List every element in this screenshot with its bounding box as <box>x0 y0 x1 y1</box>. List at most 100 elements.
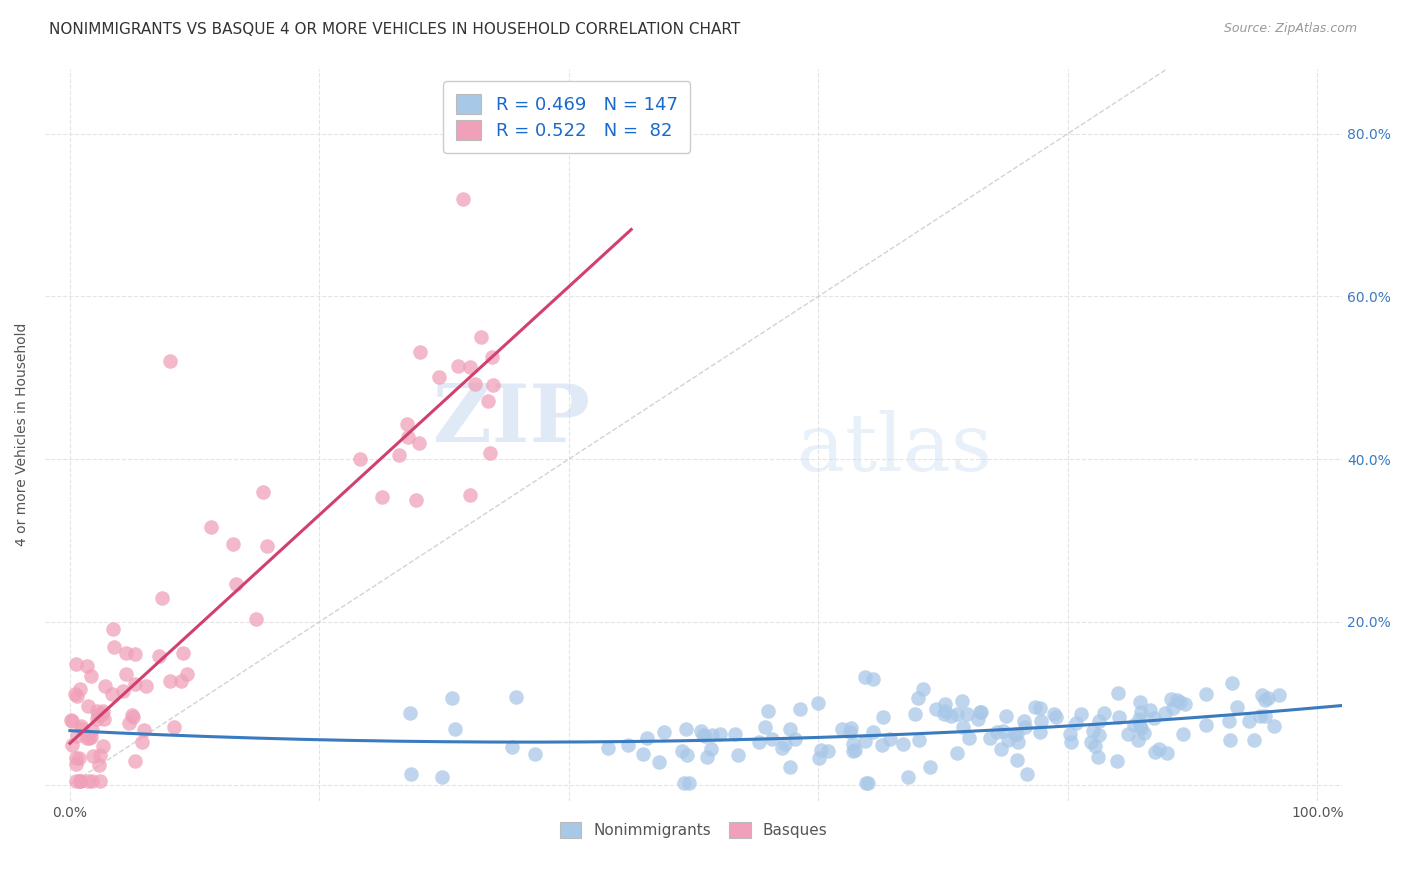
Point <box>997 733 1019 747</box>
Point <box>810 743 832 757</box>
Point <box>103 640 125 654</box>
Point <box>950 694 973 708</box>
Point <box>761 731 783 746</box>
Point <box>112 684 135 698</box>
Point <box>89 773 111 788</box>
Point <box>124 647 146 661</box>
Point <box>69 773 91 788</box>
Point <box>1005 727 1028 741</box>
Point <box>76 731 98 745</box>
Point <box>1144 745 1167 759</box>
Point <box>872 709 894 723</box>
Point <box>1084 739 1107 753</box>
Point <box>908 732 931 747</box>
Point <box>648 755 671 769</box>
Point <box>1043 707 1066 722</box>
Point <box>1066 715 1088 730</box>
Point <box>945 706 967 721</box>
Point <box>696 750 718 764</box>
Point <box>77 699 100 714</box>
Point <box>1080 735 1102 749</box>
Point <box>65 757 87 772</box>
Point <box>115 646 138 660</box>
Point <box>87 708 110 723</box>
Point <box>1031 714 1053 728</box>
Point <box>934 706 956 721</box>
Point <box>427 370 450 384</box>
Point <box>807 696 830 710</box>
Point <box>934 704 956 718</box>
Point <box>839 721 862 735</box>
Point <box>399 706 422 720</box>
Point <box>855 776 877 790</box>
Point <box>879 731 901 746</box>
Point <box>86 704 108 718</box>
Point <box>1092 706 1115 720</box>
Point <box>952 720 974 734</box>
Point <box>1017 767 1039 781</box>
Y-axis label: 4 or more Vehicles in Household: 4 or more Vehicles in Household <box>15 323 30 547</box>
Point <box>631 747 654 761</box>
Point <box>256 539 278 553</box>
Point <box>941 709 963 723</box>
Point <box>478 446 501 460</box>
Point <box>779 760 801 774</box>
Point <box>1219 732 1241 747</box>
Point <box>807 751 830 765</box>
Legend: Nonimmigrants, Basques: Nonimmigrants, Basques <box>554 816 834 845</box>
Point <box>702 728 724 742</box>
Point <box>920 759 942 773</box>
Point <box>1108 710 1130 724</box>
Point <box>87 757 110 772</box>
Point <box>1029 724 1052 739</box>
Point <box>135 680 157 694</box>
Point <box>172 646 194 660</box>
Point <box>77 731 100 745</box>
Point <box>72 723 94 737</box>
Point <box>65 773 87 788</box>
Point <box>1249 708 1271 723</box>
Point <box>409 344 432 359</box>
Point <box>969 705 991 719</box>
Point <box>853 669 876 683</box>
Point <box>114 666 136 681</box>
Point <box>65 750 87 764</box>
Point <box>1143 711 1166 725</box>
Point <box>1088 728 1111 742</box>
Point <box>897 770 920 784</box>
Point <box>862 724 884 739</box>
Point <box>1088 714 1111 728</box>
Point <box>862 672 884 686</box>
Point <box>481 351 503 365</box>
Point <box>1243 733 1265 747</box>
Point <box>124 754 146 768</box>
Point <box>470 330 492 344</box>
Point <box>636 731 658 746</box>
Point <box>727 747 749 762</box>
Point <box>477 393 499 408</box>
Point <box>1133 726 1156 740</box>
Text: NONIMMIGRANTS VS BASQUE 4 OR MORE VEHICLES IN HOUSEHOLD CORRELATION CHART: NONIMMIGRANTS VS BASQUE 4 OR MORE VEHICL… <box>49 22 741 37</box>
Point <box>405 493 427 508</box>
Point <box>159 354 181 368</box>
Point <box>245 612 267 626</box>
Point <box>124 676 146 690</box>
Point <box>121 710 143 724</box>
Point <box>501 739 523 754</box>
Point <box>1254 708 1277 723</box>
Point <box>1045 710 1067 724</box>
Point <box>754 720 776 734</box>
Point <box>748 735 770 749</box>
Point <box>159 673 181 688</box>
Point <box>1070 706 1092 721</box>
Point <box>401 767 423 781</box>
Point <box>63 687 86 701</box>
Point <box>970 705 993 719</box>
Point <box>1250 688 1272 702</box>
Point <box>93 712 115 726</box>
Point <box>82 723 104 738</box>
Point <box>94 680 117 694</box>
Point <box>1116 727 1139 741</box>
Point <box>200 520 222 534</box>
Point <box>100 687 122 701</box>
